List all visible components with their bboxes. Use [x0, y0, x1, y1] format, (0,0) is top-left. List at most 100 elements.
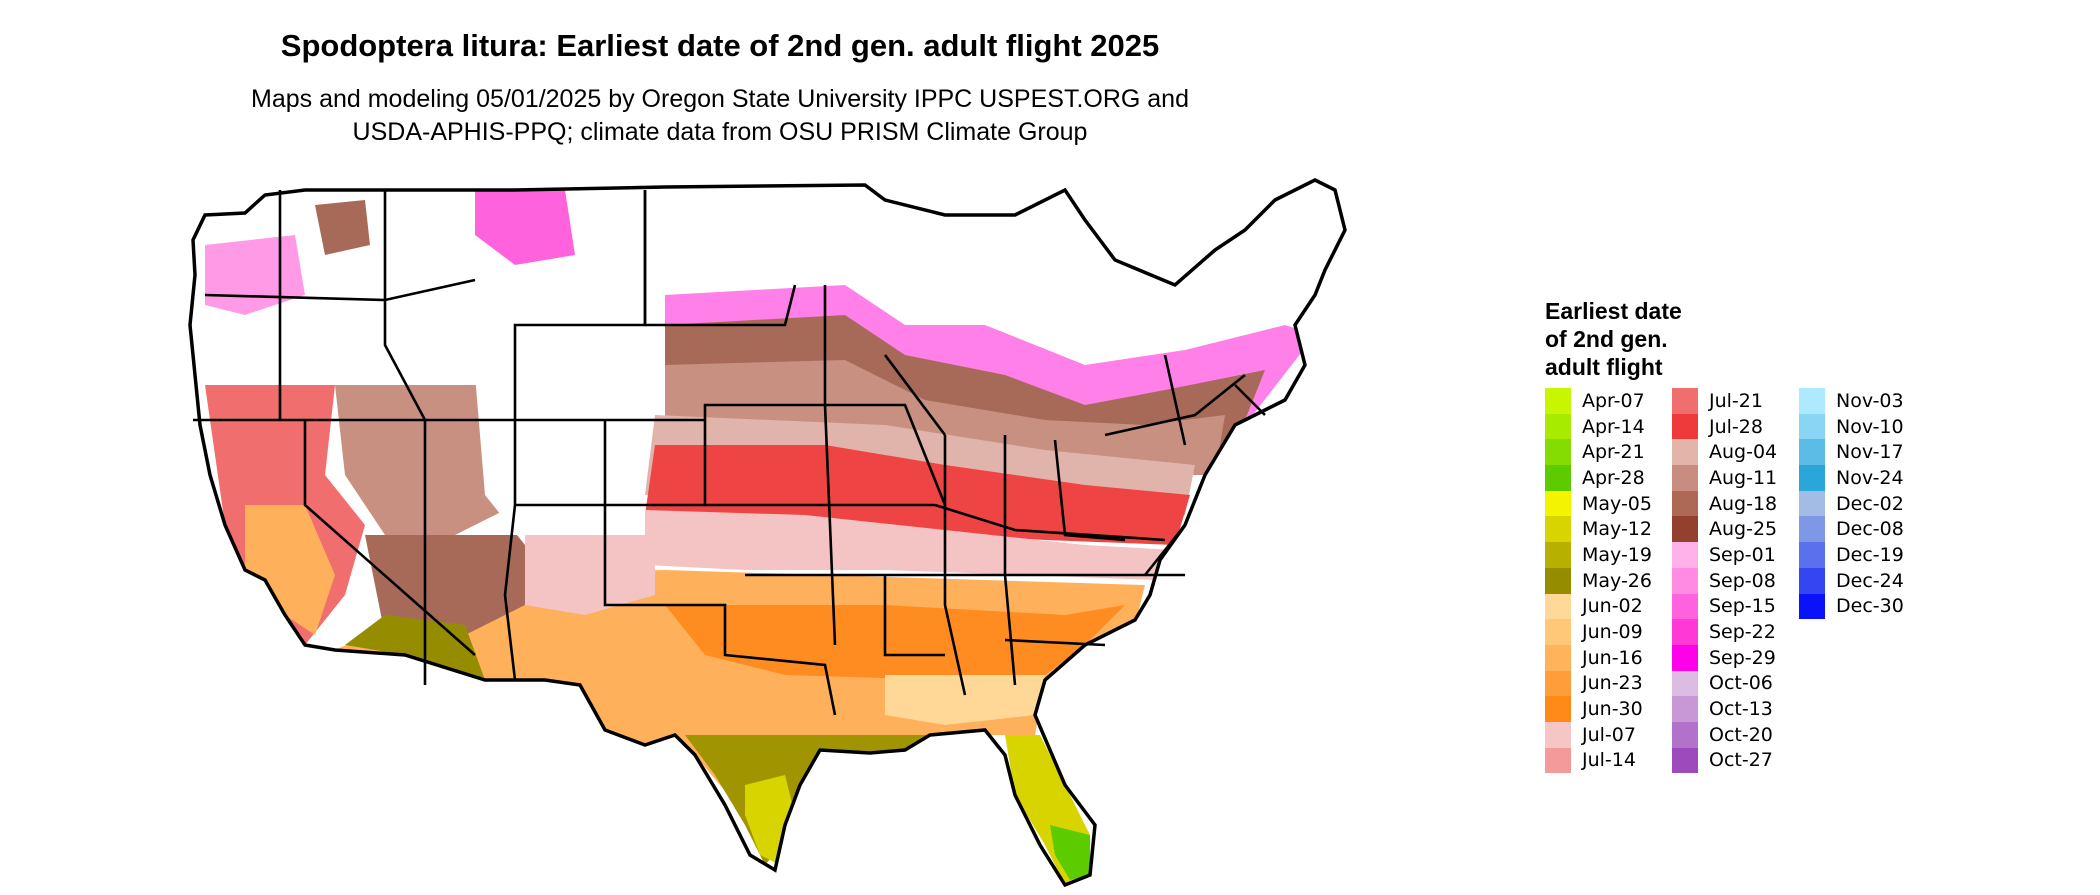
legend-item: Sep-29 [1672, 644, 1777, 671]
legend-item: Oct-27 [1672, 747, 1777, 774]
legend-label: Jun-23 [1582, 672, 1643, 695]
legend-swatch [1545, 644, 1571, 671]
legend-label: May-05 [1582, 492, 1652, 515]
legend-item: Jul-07 [1545, 721, 1652, 748]
legend-item: Oct-06 [1672, 670, 1777, 697]
legend-item: Jun-02 [1545, 593, 1652, 620]
legend-swatch [1545, 721, 1571, 748]
legend-swatch [1672, 567, 1698, 594]
legend-swatch [1672, 644, 1698, 671]
legend-label: Jun-16 [1582, 646, 1643, 669]
legend-swatch [1672, 439, 1698, 466]
legend-item: Apr-28 [1545, 465, 1652, 491]
legend-swatch [1799, 490, 1825, 517]
legend-label: Jul-28 [1709, 415, 1763, 438]
legend-label: Aug-04 [1709, 441, 1778, 464]
legend-swatch [1799, 465, 1825, 491]
legend-swatch [1672, 465, 1698, 491]
legend-item: Jun-23 [1545, 670, 1652, 697]
legend-item: Aug-25 [1672, 516, 1777, 543]
legend-swatch [1545, 388, 1571, 414]
legend-label: May-19 [1582, 543, 1652, 566]
legend-swatch [1672, 721, 1698, 748]
legend-label: Sep-15 [1709, 595, 1776, 618]
legend-label: Nov-24 [1836, 466, 1904, 489]
legend-label: Dec-19 [1836, 543, 1904, 566]
legend-label: Oct-27 [1709, 749, 1773, 772]
legend-item: Aug-04 [1672, 439, 1778, 466]
legend-title: Earliest date of 2nd gen. adult flight [1545, 297, 1785, 381]
legend-label: Jul-21 [1709, 389, 1763, 412]
legend-item: Dec-24 [1799, 567, 1904, 594]
legend-swatch [1545, 465, 1571, 491]
legend-title-line: adult flight [1545, 354, 1663, 380]
legend-item: Oct-20 [1672, 721, 1777, 748]
legend-label: Apr-28 [1582, 466, 1645, 489]
map-subtitle-line-2: USDA-APHIS-PPQ; climate data from OSU PR… [352, 118, 1088, 146]
legend-swatch [1799, 516, 1825, 543]
legend-label: Nov-03 [1836, 389, 1904, 412]
legend-item: Jul-14 [1545, 747, 1652, 774]
legend-label: Nov-10 [1836, 415, 1904, 438]
legend-swatch [1799, 593, 1825, 620]
legend-label: Oct-20 [1709, 723, 1773, 746]
legend-swatch [1545, 439, 1571, 466]
legend-title-line: of 2nd gen. [1545, 326, 1668, 352]
legend-swatch [1672, 413, 1698, 440]
legend-item: Jul-21 [1672, 388, 1777, 414]
legend-label: Apr-14 [1582, 415, 1645, 438]
legend-label: Dec-08 [1836, 518, 1904, 541]
legend-label: Apr-21 [1582, 441, 1645, 464]
legend-swatch [1545, 516, 1571, 543]
legend-item: Jun-30 [1545, 696, 1652, 722]
legend-label: Dec-30 [1836, 595, 1904, 618]
legend-swatch [1672, 542, 1698, 568]
legend-swatch [1672, 593, 1698, 620]
legend-swatch [1545, 567, 1571, 594]
legend-label: Jul-14 [1582, 749, 1636, 772]
legend-swatch [1545, 619, 1571, 645]
legend-item: May-19 [1545, 542, 1652, 568]
legend-item: May-26 [1545, 567, 1652, 594]
legend-swatch [1545, 413, 1571, 440]
legend-item: Apr-21 [1545, 439, 1652, 466]
legend-label: May-26 [1582, 569, 1652, 592]
legend-item: May-05 [1545, 490, 1652, 517]
legend-swatch [1545, 542, 1571, 568]
us-map [188, 178, 1347, 887]
legend-item: Nov-03 [1799, 388, 1904, 414]
legend-item: May-12 [1545, 516, 1652, 543]
legend-item: Nov-10 [1799, 413, 1904, 440]
legend-swatch [1672, 670, 1698, 697]
legend-item: Jul-28 [1672, 413, 1777, 440]
legend-label: Dec-02 [1836, 492, 1904, 515]
legend-swatch [1545, 747, 1571, 774]
legend-label: Jul-07 [1582, 723, 1636, 746]
legend-label: Sep-22 [1709, 621, 1776, 644]
legend-label: Aug-18 [1709, 492, 1778, 515]
legend-item: Apr-07 [1545, 388, 1652, 414]
legend-swatch [1799, 567, 1825, 594]
legend-label: Dec-24 [1836, 569, 1904, 592]
legend-item: Sep-08 [1672, 567, 1777, 594]
legend-label: May-12 [1582, 518, 1652, 541]
legend-swatch [1545, 593, 1571, 620]
legend-item: Nov-17 [1799, 439, 1904, 466]
legend-item: Sep-22 [1672, 619, 1777, 645]
legend-swatch [1799, 439, 1825, 466]
legend-item: Sep-15 [1672, 593, 1777, 620]
legend-item: Dec-30 [1799, 593, 1904, 620]
legend-label: Oct-06 [1709, 672, 1773, 695]
legend-label: Jun-30 [1582, 698, 1643, 721]
legend-item: Aug-11 [1672, 465, 1777, 491]
legend-item: Dec-08 [1799, 516, 1904, 543]
legend-item: Oct-13 [1672, 696, 1777, 722]
legend-swatch [1672, 490, 1698, 517]
legend-label: Sep-01 [1709, 543, 1776, 566]
legend-label: Sep-08 [1709, 569, 1776, 592]
map-title: Spodoptera litura: Earliest date of 2nd … [280, 28, 1160, 63]
legend-swatch [1799, 542, 1825, 568]
state-boundaries [193, 190, 1266, 716]
legend-label: Nov-17 [1836, 441, 1904, 464]
legend-column-2: Jul-21 Jul-28 Aug-04 Aug-11 Aug-18 Aug-25 Sep-… [1672, 388, 1778, 774]
